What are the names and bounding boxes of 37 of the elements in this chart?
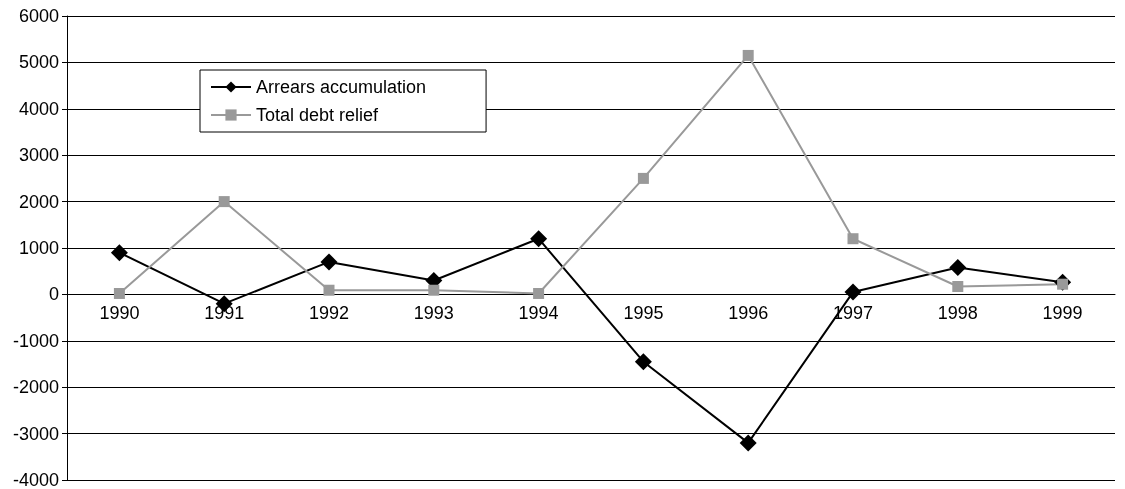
y-tick-label: 1000 <box>18 238 59 258</box>
point <box>218 196 230 208</box>
x-tick-label: 1993 <box>413 303 454 324</box>
legend-label: Arrears accumulation <box>256 77 427 97</box>
point <box>742 49 754 61</box>
point <box>739 434 757 452</box>
y-tick-label: 3000 <box>18 145 59 166</box>
point <box>428 284 440 296</box>
point <box>949 258 967 276</box>
y-tick-label: 5000 <box>18 52 59 73</box>
point <box>113 287 125 299</box>
point <box>323 284 335 296</box>
point <box>320 253 338 271</box>
x-tick-label: 1995 <box>623 303 664 324</box>
x-tick-label: 1994 <box>518 303 559 324</box>
x-tick-label: 1999 <box>1042 303 1083 324</box>
point <box>533 287 545 299</box>
x-tick-label: 1990 <box>99 303 140 324</box>
y-tick-label: 6000 <box>18 6 59 26</box>
y-tick-label: -4000 <box>12 470 59 489</box>
x-tick-label: 1996 <box>728 303 769 324</box>
y-tick-label: -2000 <box>12 377 59 398</box>
y-tick-label: -1000 <box>12 330 59 351</box>
point <box>847 233 859 245</box>
point <box>110 244 128 262</box>
legend-label: Total debt relief <box>256 105 380 125</box>
point <box>844 283 862 301</box>
point <box>952 281 964 293</box>
x-tick-label: 1998 <box>937 303 978 324</box>
y-tick-label: 0 <box>48 284 59 305</box>
point <box>530 230 548 248</box>
y-tick-label: 2000 <box>18 191 59 212</box>
point <box>634 353 652 371</box>
y-tick-label: -3000 <box>12 423 59 444</box>
x-tick-label: 1992 <box>308 303 350 324</box>
point <box>637 172 649 184</box>
y-tick-label: 4000 <box>18 98 59 119</box>
